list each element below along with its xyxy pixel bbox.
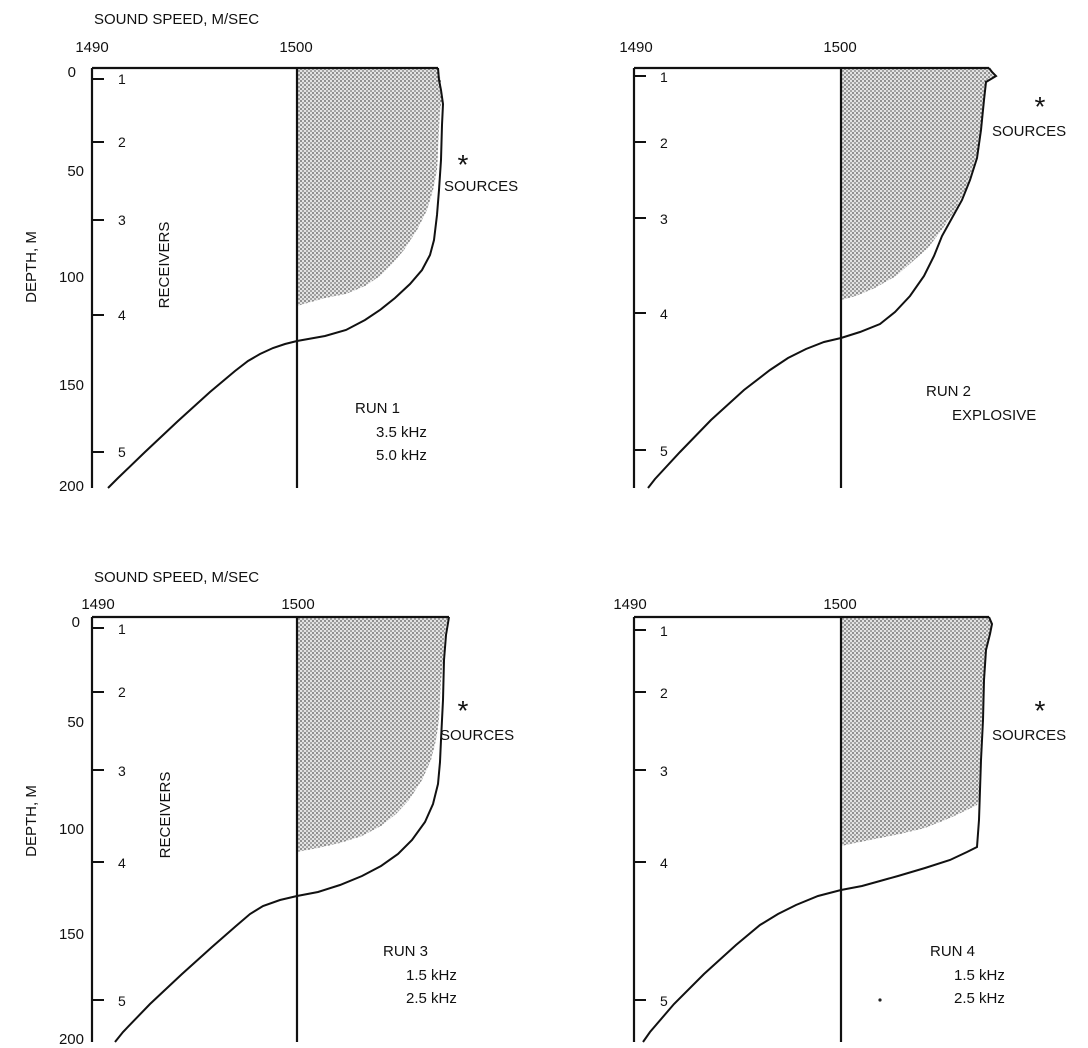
- receivers-label: RECEIVERS: [156, 222, 173, 309]
- sources-label: SOURCES: [444, 178, 518, 195]
- receiver-label-3: 3: [118, 763, 126, 779]
- receiver-label-1: 1: [118, 621, 126, 637]
- sound-speed-profile: [107, 67, 445, 489]
- run-title: RUN 1: [355, 400, 400, 417]
- x-tick-label-1490: 1490: [613, 596, 646, 613]
- sources-marker: *: [458, 149, 469, 180]
- panel-run-4: 1490 1500 1 2 3 4 5 * SOURCES RUN 4 1.5 …: [613, 596, 1066, 1043]
- shaded-region: [841, 617, 992, 846]
- sources-label: SOURCES: [992, 123, 1066, 140]
- speck: [878, 998, 882, 1002]
- run-title: RUN 2: [926, 383, 971, 400]
- run-line-1: EXPLOSIVE: [952, 407, 1036, 424]
- run-line-1: 3.5 kHz: [376, 424, 427, 441]
- run-line-2: 2.5 kHz: [954, 990, 1005, 1007]
- y-axis-title: DEPTH, M: [23, 231, 40, 303]
- panel-run-2: 1490 1500 1 2 3 4 5 * SOURCES RUN 2 EXPL…: [619, 39, 1066, 489]
- x-tick-label-1500: 1500: [279, 39, 312, 56]
- run-line-1: 1.5 kHz: [954, 967, 1005, 984]
- receiver-label-5: 5: [118, 993, 126, 1009]
- receiver-label-2: 2: [660, 685, 668, 701]
- receiver-label-5: 5: [660, 443, 668, 459]
- run-line-2: 5.0 kHz: [376, 447, 427, 464]
- sources-marker: *: [1035, 695, 1046, 726]
- receiver-label-4: 4: [660, 855, 668, 871]
- receiver-label-3: 3: [660, 763, 668, 779]
- sources-label: SOURCES: [440, 727, 514, 744]
- receiver-label-3: 3: [118, 212, 126, 228]
- y-axis-title: DEPTH, M: [23, 785, 40, 857]
- sound-speed-profile: [642, 616, 994, 1043]
- panel-run-1: SOUND SPEED, M/SEC 1490 1500 1 2 3 4 5 0…: [23, 11, 518, 495]
- chart-title: SOUND SPEED, M/SEC: [94, 11, 259, 28]
- receivers-label: RECEIVERS: [157, 772, 174, 859]
- receiver-label-1: 1: [660, 623, 668, 639]
- run-title: RUN 4: [930, 943, 975, 960]
- sound-speed-profile: [114, 616, 450, 1043]
- sound-speed-profile: [647, 67, 998, 489]
- x-tick-label-1500: 1500: [281, 596, 314, 613]
- receiver-label-4: 4: [660, 306, 668, 322]
- x-tick-label-1490: 1490: [81, 596, 114, 613]
- y-tick-label-0: 0: [68, 64, 76, 81]
- receiver-label-1: 1: [660, 69, 668, 85]
- sources-marker: *: [458, 695, 469, 726]
- receiver-label-5: 5: [660, 993, 668, 1009]
- x-tick-label-1500: 1500: [823, 596, 856, 613]
- x-tick-label-1500: 1500: [823, 39, 856, 56]
- receiver-label-4: 4: [118, 855, 126, 871]
- run-title: RUN 3: [383, 943, 428, 960]
- receiver-label-5: 5: [118, 444, 126, 460]
- receiver-label-4: 4: [118, 307, 126, 323]
- receiver-label-3: 3: [660, 211, 668, 227]
- receiver-label-1: 1: [118, 71, 126, 87]
- y-tick-label-200: 200: [59, 1031, 84, 1048]
- receiver-label-2: 2: [660, 135, 668, 151]
- y-tick-label-0: 0: [72, 614, 80, 631]
- shaded-region: [841, 68, 996, 300]
- y-tick-label-150: 150: [59, 377, 84, 394]
- shaded-region: [297, 617, 449, 852]
- y-tick-label-50: 50: [67, 163, 84, 180]
- y-tick-label-100: 100: [59, 269, 84, 286]
- x-tick-label-1490: 1490: [619, 39, 652, 56]
- shaded-region: [297, 68, 442, 306]
- sources-marker: *: [1035, 91, 1046, 122]
- sources-label: SOURCES: [992, 727, 1066, 744]
- receiver-label-2: 2: [118, 134, 126, 150]
- y-tick-label-100: 100: [59, 821, 84, 838]
- y-tick-label-200: 200: [59, 478, 84, 495]
- chart-title: SOUND SPEED, M/SEC: [94, 569, 259, 586]
- run-line-2: 2.5 kHz: [406, 990, 457, 1007]
- panel-run-3: SOUND SPEED, M/SEC 1490 1500 1 2 3 4 5 0…: [23, 569, 514, 1048]
- run-line-1: 1.5 kHz: [406, 967, 457, 984]
- x-tick-label-1490: 1490: [75, 39, 108, 56]
- receiver-label-2: 2: [118, 684, 126, 700]
- y-tick-label-150: 150: [59, 926, 84, 943]
- y-tick-label-50: 50: [67, 714, 84, 731]
